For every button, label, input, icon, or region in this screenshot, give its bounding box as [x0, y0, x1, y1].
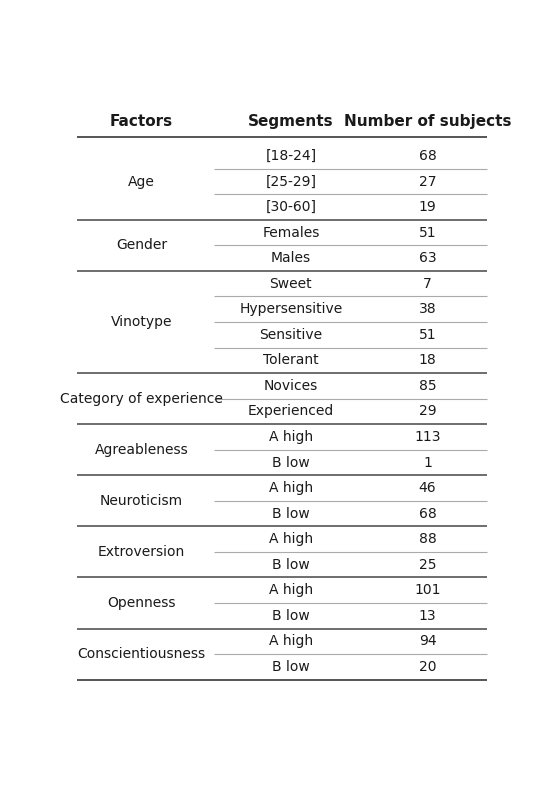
Text: Males: Males [271, 251, 311, 265]
Text: Agreableness: Agreableness [95, 443, 188, 457]
Text: 46: 46 [419, 481, 436, 495]
Text: 29: 29 [419, 404, 436, 419]
Text: 25: 25 [419, 558, 436, 572]
Text: Number of subjects: Number of subjects [344, 113, 511, 129]
Text: 113: 113 [414, 430, 441, 444]
Text: Females: Females [262, 225, 320, 240]
Text: B low: B low [272, 660, 310, 674]
Text: Sweet: Sweet [269, 276, 312, 291]
Text: 85: 85 [419, 379, 436, 393]
Text: Age: Age [128, 174, 155, 189]
Text: Vinotype: Vinotype [111, 315, 172, 329]
Text: Segments: Segments [248, 113, 334, 129]
Text: A high: A high [269, 430, 313, 444]
Text: Experienced: Experienced [248, 404, 334, 419]
Text: A high: A high [269, 634, 313, 648]
Text: 63: 63 [419, 251, 436, 265]
Text: Hypersensitive: Hypersensitive [239, 302, 343, 316]
Text: 51: 51 [419, 328, 436, 342]
Text: Gender: Gender [116, 238, 167, 252]
Text: B low: B low [272, 609, 310, 622]
Text: 20: 20 [419, 660, 436, 674]
Text: 18: 18 [419, 353, 436, 368]
Text: [30-60]: [30-60] [266, 200, 316, 214]
Text: Extroversion: Extroversion [98, 545, 185, 559]
Text: 19: 19 [419, 200, 436, 214]
Text: Tolerant: Tolerant [263, 353, 318, 368]
Text: 7: 7 [423, 276, 432, 291]
Text: [18-24]: [18-24] [266, 149, 316, 163]
Text: 101: 101 [414, 583, 441, 597]
Text: 68: 68 [419, 507, 436, 521]
Text: A high: A high [269, 481, 313, 495]
Text: Openness: Openness [107, 596, 176, 610]
Text: 88: 88 [419, 532, 436, 547]
Text: 13: 13 [419, 609, 436, 622]
Text: Novices: Novices [264, 379, 318, 393]
Text: B low: B low [272, 455, 310, 470]
Text: A high: A high [269, 583, 313, 597]
Text: Factors: Factors [110, 113, 173, 129]
Text: [25-29]: [25-29] [266, 174, 316, 189]
Text: 38: 38 [419, 302, 436, 316]
Text: 27: 27 [419, 174, 436, 189]
Text: A high: A high [269, 532, 313, 547]
Text: Category of experience: Category of experience [60, 392, 223, 406]
Text: Conscientiousness: Conscientiousness [77, 647, 206, 661]
Text: B low: B low [272, 507, 310, 521]
Text: Sensitive: Sensitive [260, 328, 322, 342]
Text: 94: 94 [419, 634, 436, 648]
Text: B low: B low [272, 558, 310, 572]
Text: 51: 51 [419, 225, 436, 240]
Text: 1: 1 [423, 455, 432, 470]
Text: 68: 68 [419, 149, 436, 163]
Text: Neuroticism: Neuroticism [100, 494, 183, 508]
